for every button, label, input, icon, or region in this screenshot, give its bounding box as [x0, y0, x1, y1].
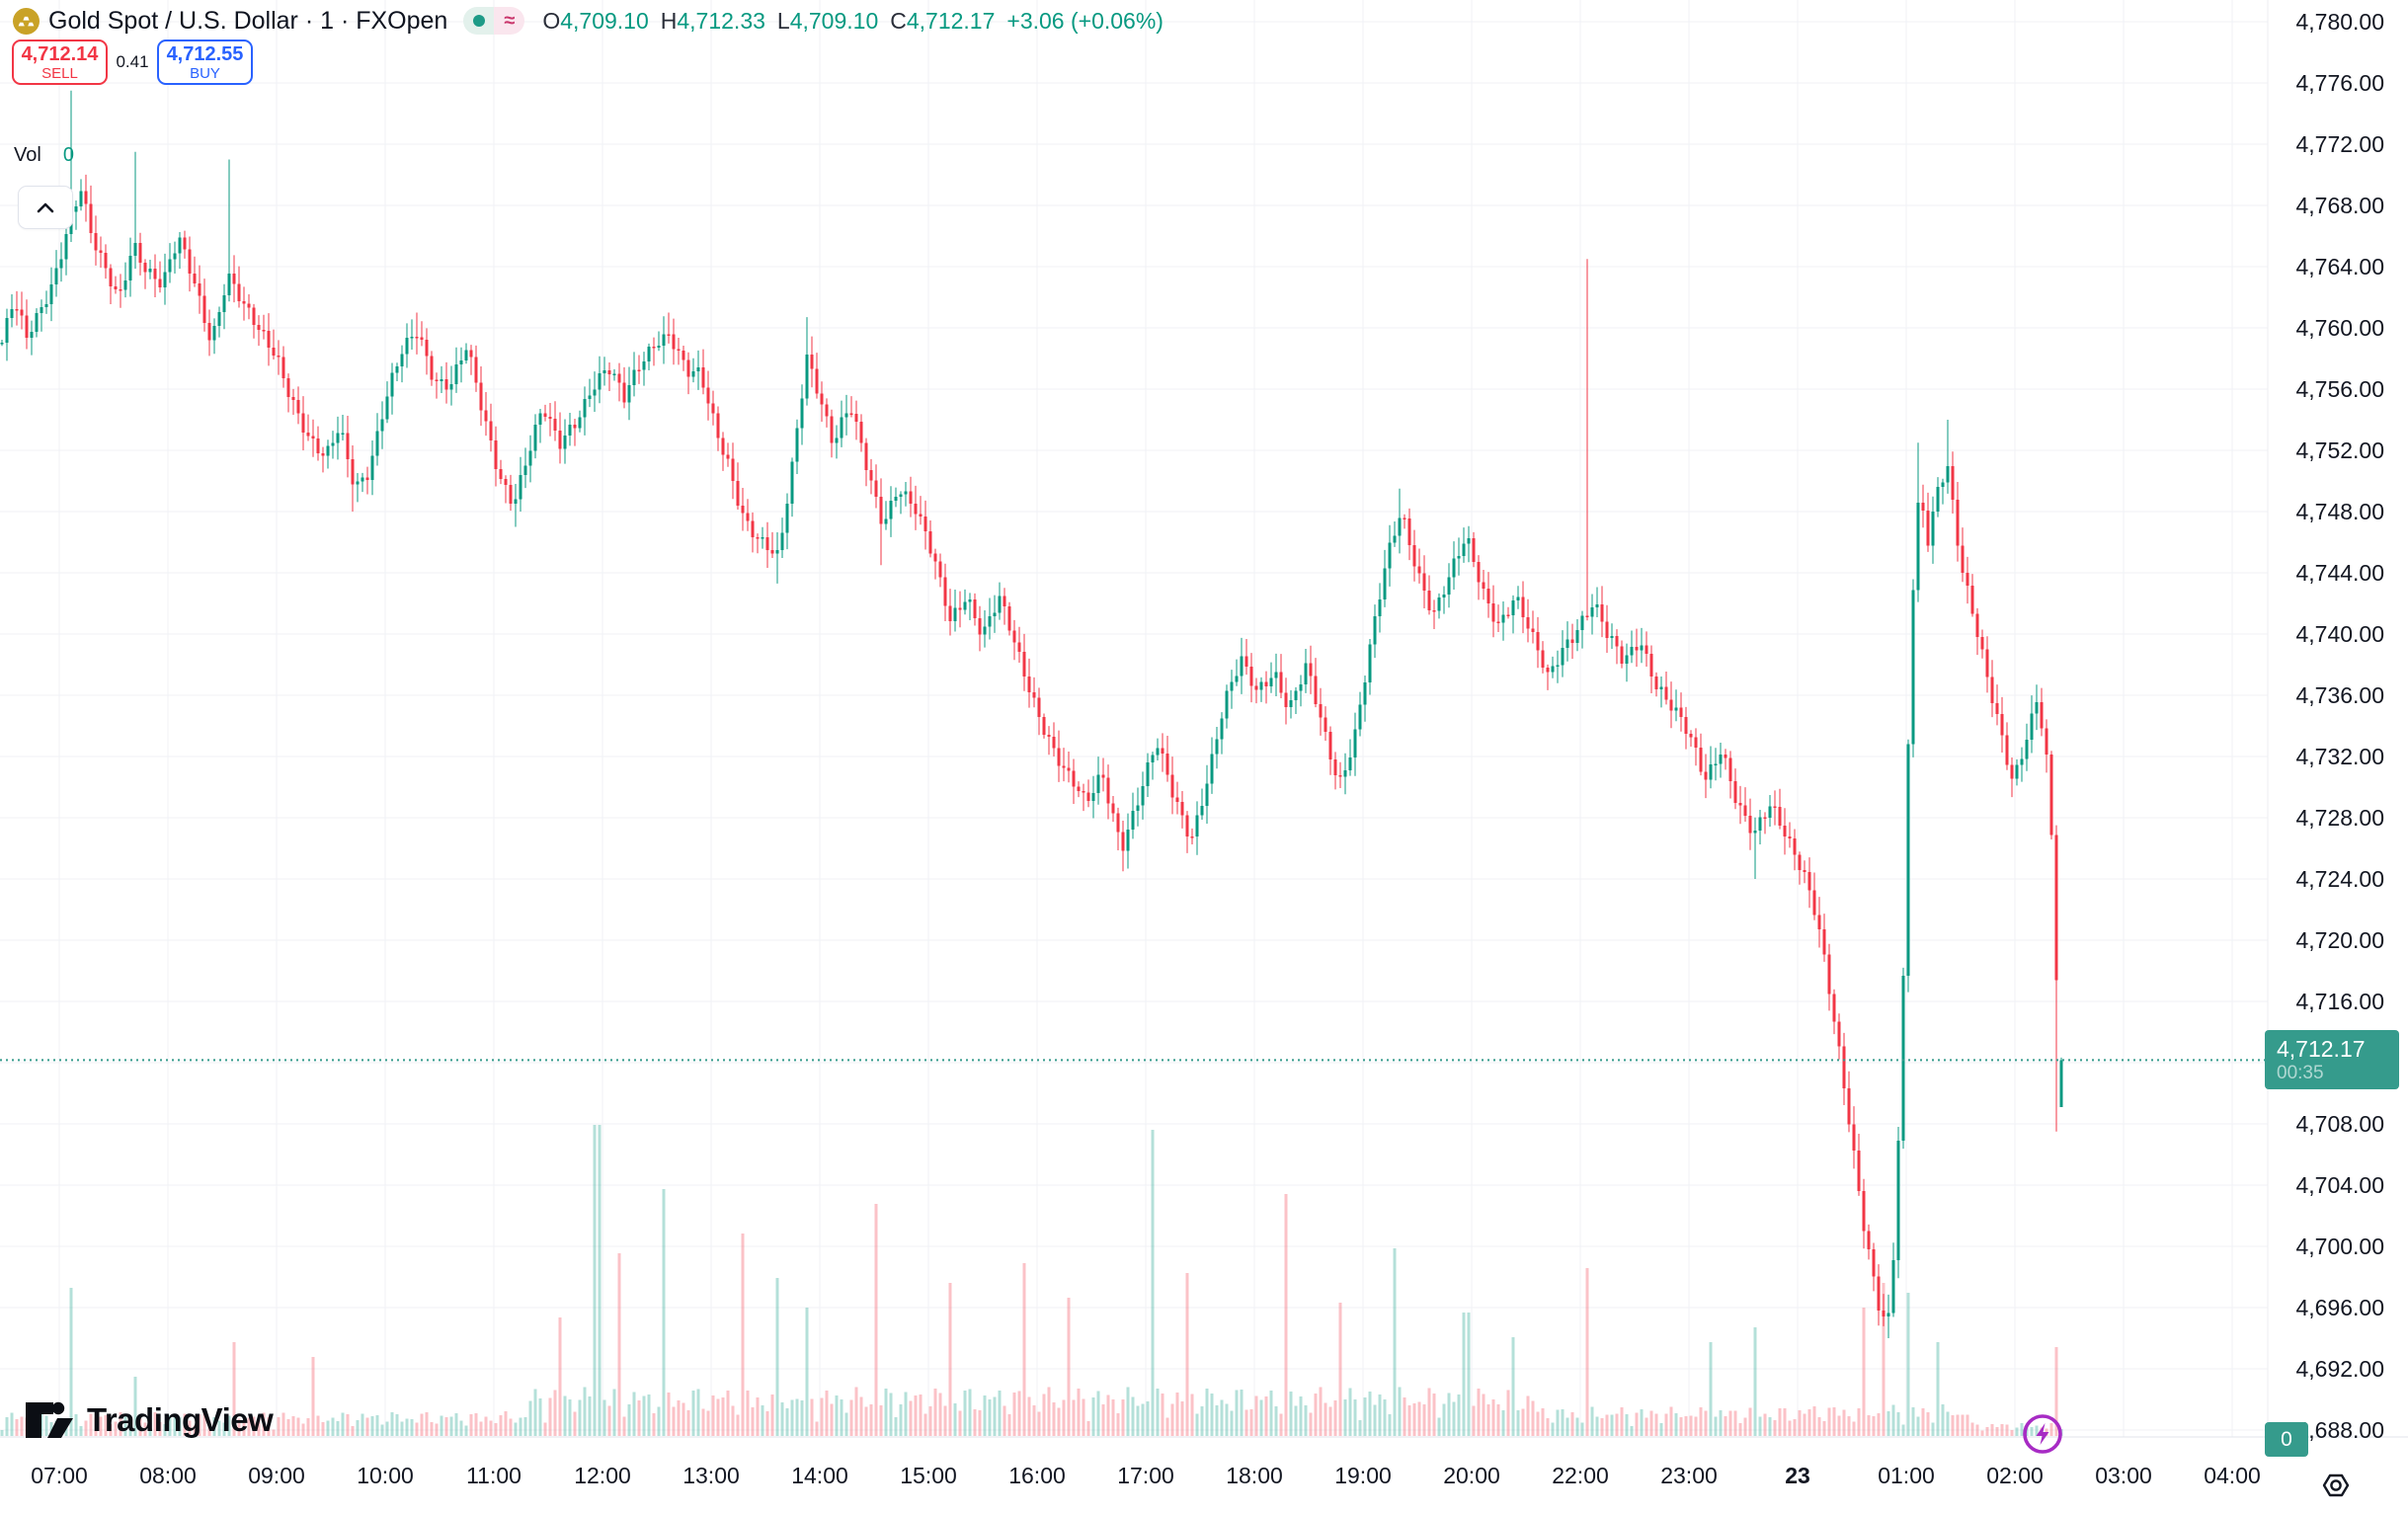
price-tick-label: 4,692.00 [2295, 1356, 2384, 1382]
time-tick-label: 14:00 [791, 1463, 848, 1488]
time-tick-label: 20:00 [1443, 1463, 1500, 1488]
tradingview-logo-icon [26, 1401, 73, 1438]
tradingview-logo[interactable]: TradingView [24, 1400, 274, 1440]
quick-trade-button[interactable] [2021, 1412, 2064, 1456]
time-tick-label: 19:00 [1334, 1463, 1392, 1488]
price-tick-label: 4,756.00 [2295, 376, 2384, 402]
price-axis[interactable]: 4,780.00 4,776.00 4,772.00 4,768.00 4,764.00… [2295, 9, 2384, 1443]
price-tick-label: 4,748.00 [2295, 499, 2384, 524]
market-open-dot-icon [472, 15, 485, 27]
volume-axis-badge: 0 [2265, 1422, 2308, 1457]
time-tick-label: 23:00 [1660, 1463, 1718, 1488]
price-tick-label: 4,688.00 [2295, 1417, 2384, 1443]
time-tick-label: 15:00 [900, 1463, 957, 1488]
high-label: H [660, 7, 678, 34]
price-tick-label: 4,708.00 [2295, 1111, 2384, 1137]
price-tick-label: 4,772.00 [2295, 131, 2384, 157]
tradingview-logo-text: TradingView [87, 1401, 274, 1438]
price-tick-label: 4,744.00 [2295, 560, 2384, 586]
time-tick-label: 08:00 [139, 1463, 197, 1488]
open-value: 4,709.10 [560, 7, 649, 34]
price-tick-label: 4,776.00 [2295, 70, 2384, 96]
time-tick-label: 07:00 [31, 1463, 88, 1488]
gold-symbol-icon [13, 7, 40, 35]
time-tick-label: 12:00 [574, 1463, 631, 1488]
high-value: 4,712.33 [677, 7, 765, 34]
time-tick-label: 11:00 [466, 1463, 522, 1488]
price-tick-label: 4,700.00 [2295, 1234, 2384, 1259]
market-status-pill[interactable]: ≈ [463, 7, 525, 35]
buy-button[interactable]: 4,712.55 BUY [157, 40, 253, 85]
time-tick-label: 17:00 [1117, 1463, 1174, 1488]
trade-panel: 4,712.14 SELL 0.41 4,712.55 BUY [12, 40, 253, 85]
approx-price-icon: ≈ [494, 7, 525, 35]
grid-lines [0, 0, 2408, 1438]
axis-settings-button[interactable] [2320, 1470, 2352, 1501]
symbol-legend: Gold Spot / U.S. Dollar · 1 · FXOpen ≈ O… [13, 5, 1164, 37]
price-tick-label: 4,732.00 [2295, 744, 2384, 769]
sell-button[interactable]: 4,712.14 SELL [12, 40, 108, 85]
price-tick-label: 4,736.00 [2295, 682, 2384, 708]
current-price-badge: 4,712.17 00:35 [2265, 1030, 2399, 1089]
price-tick-label: 4,724.00 [2295, 866, 2384, 892]
price-tick-label: 4,752.00 [2295, 438, 2384, 463]
volume-legend: Vol 0 [14, 144, 74, 167]
sell-price: 4,712.14 [21, 42, 99, 65]
price-tick-label: 4,764.00 [2295, 254, 2384, 279]
time-tick-label: 16:00 [1008, 1463, 1066, 1488]
sell-label: SELL [41, 64, 78, 82]
price-tick-label: 4,704.00 [2295, 1172, 2384, 1198]
time-tick-label: 18:00 [1226, 1463, 1283, 1488]
current-price-value: 4,712.17 [2277, 1035, 2366, 1062]
price-tick-label: 4,740.00 [2295, 621, 2384, 647]
time-tick-label: 09:00 [248, 1463, 305, 1488]
gear-icon [2322, 1473, 2350, 1497]
time-tick-label: 13:00 [682, 1463, 740, 1488]
time-tick-label: 23 [1785, 1463, 1810, 1488]
candles-series [0, 90, 2063, 1338]
time-tick-label: 04:00 [2204, 1463, 2261, 1488]
volume-value: 0 [62, 144, 74, 166]
spread-value: 0.41 [116, 52, 149, 71]
change-value: +3.06 (+0.06%) [1006, 7, 1164, 34]
price-tick-label: 4,696.00 [2295, 1295, 2384, 1320]
buy-price: 4,712.55 [166, 42, 244, 65]
time-tick-label: 01:00 [1878, 1463, 1935, 1488]
lightning-icon [2023, 1414, 2062, 1454]
time-axis[interactable]: 07:00 08:00 09:00 10:00 11:00 12:00 13:00 14:00… [31, 1463, 2261, 1488]
close-label: C [890, 7, 907, 34]
ohlc-row: O 4,709.10 H 4,712.33 L 4,709.10 C 4,712.17 … [542, 8, 1164, 35]
time-tick-label: 03:00 [2095, 1463, 2152, 1488]
volume-bars [0, 1125, 2063, 1436]
symbol-title[interactable]: Gold Spot / U.S. Dollar · 1 · FXOpen [48, 6, 448, 35]
price-tick-label: 4,720.00 [2295, 927, 2384, 953]
open-label: O [542, 7, 561, 34]
low-value: 4,709.10 [789, 7, 879, 34]
price-tick-label: 4,716.00 [2295, 989, 2384, 1014]
price-tick-label: 4,760.00 [2295, 315, 2384, 341]
price-tick-label: 4,780.00 [2295, 9, 2384, 35]
price-tick-label: 4,728.00 [2295, 805, 2384, 831]
price-tick-label: 4,768.00 [2295, 193, 2384, 218]
time-tick-label: 10:00 [357, 1463, 414, 1488]
bar-countdown: 00:35 [2277, 1062, 2324, 1083]
time-tick-label: 22:00 [1552, 1463, 1609, 1488]
time-tick-label: 02:00 [1986, 1463, 2044, 1488]
chevron-up-icon [37, 202, 54, 213]
volume-label: Vol [14, 144, 41, 166]
collapse-legend-button[interactable] [18, 186, 73, 229]
close-value: 4,712.17 [906, 7, 996, 34]
low-label: L [776, 7, 790, 34]
buy-label: BUY [190, 64, 220, 82]
